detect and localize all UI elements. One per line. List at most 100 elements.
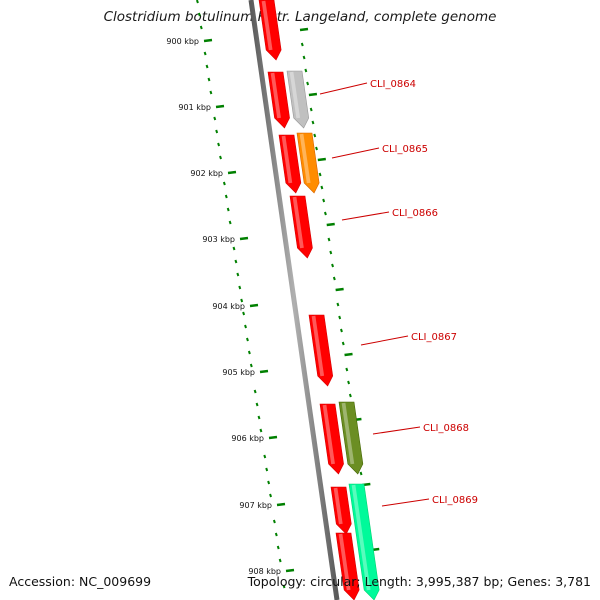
- minor-tick: [267, 480, 271, 485]
- gene-label[interactable]: CLI_0869: [432, 495, 478, 506]
- inner-minor-tick: [341, 341, 345, 346]
- inner-minor-tick: [313, 133, 317, 138]
- gene-label[interactable]: CLI_0867: [411, 332, 457, 343]
- minor-tick: [213, 116, 217, 121]
- kbp-label: 904 kbp: [212, 302, 245, 311]
- minor-tick: [247, 350, 251, 355]
- inner-minor-tick: [345, 367, 349, 372]
- cds-arrow-red[interactable]: [258, 0, 282, 61]
- minor-tick: [255, 402, 259, 407]
- minor-tick: [238, 285, 242, 290]
- gene-arrow-cli_0864-shine: [289, 71, 301, 119]
- inner-minor-tick: [302, 55, 306, 60]
- minor-tick: [276, 545, 280, 550]
- inner-minor-tick: [320, 185, 324, 190]
- label-leader-line: [381, 498, 430, 507]
- cds-arrow-red[interactable]: [319, 403, 344, 475]
- minor-tick: [197, 12, 201, 17]
- minor-tick: [203, 51, 207, 56]
- minor-tick: [209, 90, 213, 95]
- cds-arrow-red-shine: [281, 135, 293, 184]
- minor-tick: [228, 220, 232, 225]
- gene-arrow-cli_0865[interactable]: [296, 132, 320, 194]
- cds-arrow-red[interactable]: [289, 195, 313, 259]
- minor-tick: [240, 298, 244, 303]
- major-tick: [249, 303, 259, 308]
- minor-tick: [246, 337, 249, 342]
- cds-arrow-red[interactable]: [267, 71, 290, 129]
- cds-arrow-red-shine: [292, 196, 304, 249]
- cds-arrow-red-shine: [333, 487, 343, 525]
- inner-minor-tick: [304, 68, 308, 73]
- inner-minor-tick: [311, 120, 315, 125]
- gene-arrow-cli_0865-shine: [299, 133, 311, 184]
- gene-label[interactable]: CLI_0868: [423, 423, 469, 434]
- cds-arrow-red[interactable]: [308, 314, 334, 387]
- cds-arrow-red-shine: [270, 72, 281, 119]
- gene-arrow-cli_0869-shine: [351, 484, 371, 591]
- label-leader-line: [319, 82, 368, 95]
- minor-tick: [205, 64, 209, 69]
- major-tick: [259, 369, 269, 374]
- inner-minor-tick: [306, 81, 310, 86]
- inner-minor-tick: [318, 172, 322, 177]
- gene-label[interactable]: CLI_0864: [370, 79, 416, 90]
- inner-minor-tick: [329, 250, 333, 255]
- inner-major-tick: [308, 92, 318, 97]
- forward-strand-genes: [286, 70, 380, 600]
- kbp-label: 901 kbp: [178, 103, 211, 112]
- cds-arrow-red[interactable]: [330, 486, 352, 535]
- gene-arrow-cli_0864[interactable]: [286, 70, 310, 129]
- inner-minor-tick: [338, 315, 342, 320]
- inner-minor-tick: [347, 380, 351, 385]
- minor-tick: [259, 428, 263, 433]
- minor-tick: [242, 311, 246, 316]
- gene-arrow-cli_0869[interactable]: [348, 483, 380, 600]
- kbp-label: 900 kbp: [166, 37, 199, 46]
- inner-minor-tick: [315, 146, 318, 151]
- major-tick: [215, 104, 225, 109]
- inner-minor-tick: [340, 328, 343, 333]
- gene-label[interactable]: CLI_0865: [382, 144, 428, 155]
- label-leader-line: [360, 335, 409, 346]
- cds-arrow-red[interactable]: [278, 134, 302, 194]
- cds-arrow-red[interactable]: [335, 532, 360, 600]
- minor-tick: [232, 246, 236, 251]
- minor-tick: [253, 389, 257, 394]
- label-leader-line: [331, 147, 380, 159]
- genome-backbone: [248, 0, 340, 600]
- inner-minor-tick: [323, 211, 327, 216]
- cds-arrow-red-shine: [338, 533, 351, 591]
- reverse-strand-genes: [258, 0, 360, 600]
- minor-tick: [274, 532, 278, 537]
- accession-text: Accession: NC_009699: [9, 574, 152, 589]
- inner-minor-tick: [300, 42, 304, 47]
- kbp-label: 902 kbp: [190, 169, 223, 178]
- inner-major-tick: [344, 352, 353, 357]
- label-leader-line: [341, 211, 390, 221]
- major-tick: [227, 170, 237, 175]
- gene-label[interactable]: CLI_0866: [392, 208, 438, 219]
- inner-major-tick: [299, 27, 309, 32]
- kbp-label: 906 kbp: [231, 434, 264, 443]
- inner-major-tick: [326, 222, 335, 227]
- kbp-label: 908 kbp: [248, 567, 281, 576]
- minor-tick: [236, 272, 240, 277]
- major-tick: [276, 502, 286, 507]
- minor-tick: [215, 129, 219, 134]
- cds-arrow-red-shine: [311, 315, 325, 377]
- major-tick: [239, 236, 249, 241]
- inner-minor-tick: [322, 198, 326, 203]
- inner-minor-tick: [331, 263, 335, 268]
- kbp-ruler: [195, 0, 295, 589]
- minor-tick: [234, 259, 238, 264]
- minor-tick: [222, 181, 226, 186]
- gene-arrow-cli_0868[interactable]: [338, 401, 364, 475]
- major-tick: [203, 38, 213, 43]
- kbp-label: 907 kbp: [239, 501, 272, 510]
- gene-arrow-cli_0868-shine: [341, 402, 355, 465]
- inner-minor-tick: [309, 107, 313, 112]
- minor-tick: [249, 363, 253, 368]
- minor-tick: [199, 25, 203, 30]
